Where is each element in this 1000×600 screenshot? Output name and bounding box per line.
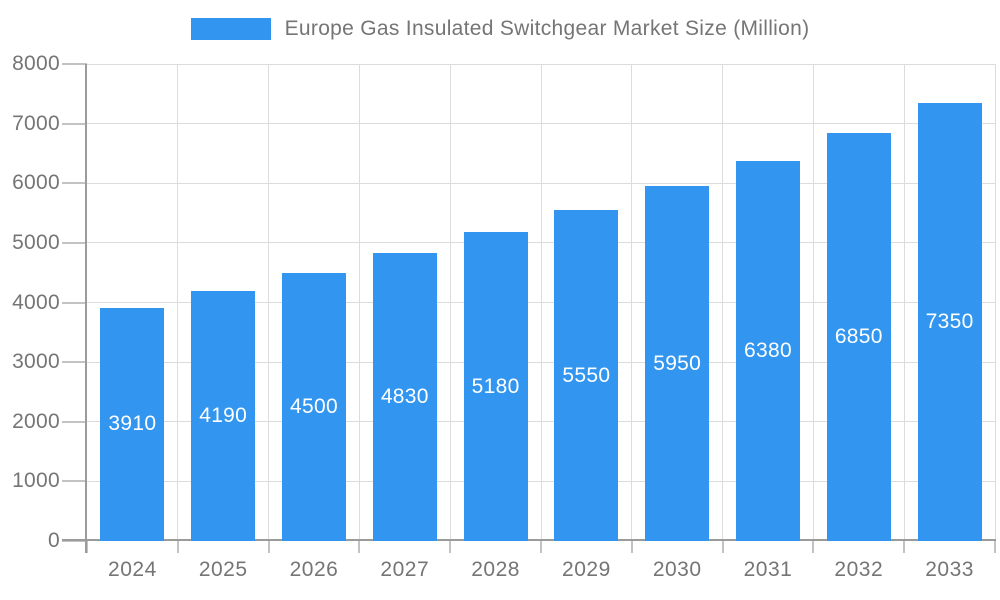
x-axis-tick: [903, 541, 906, 553]
x-tick-label: 2024: [108, 558, 157, 581]
y-axis-tick: [62, 540, 87, 542]
bar-value-label: 3910: [108, 412, 157, 436]
y-axis-tick: [62, 63, 87, 65]
x-tick-label: 2027: [380, 558, 430, 581]
legend-swatch: [190, 18, 271, 40]
x-axis-tick: [86, 541, 88, 553]
x-tick-label: 2033: [925, 558, 974, 581]
v-gridline: [540, 64, 542, 541]
x-axis-tick: [630, 541, 633, 553]
bar[interactable]: 5550: [554, 210, 619, 541]
y-axis-tick: [62, 122, 87, 125]
y-axis-line: [85, 64, 87, 553]
y-axis-tick: [62, 420, 87, 423]
v-gridline: [903, 64, 905, 541]
x-axis-tick: [449, 541, 452, 553]
x-tick-label: 2026: [289, 558, 339, 581]
bar-value-label: 5950: [653, 351, 702, 375]
y-axis-tick: [62, 361, 87, 364]
bar[interactable]: 4190: [191, 291, 256, 541]
x-axis-tick: [176, 541, 179, 553]
y-tick-label: 3000: [12, 350, 60, 374]
bar-value-label: 4190: [199, 404, 248, 428]
x-axis-tick: [812, 541, 815, 553]
v-gridline: [177, 64, 179, 541]
y-tick-label: 7000: [12, 111, 60, 135]
y-tick-label: 8000: [12, 52, 60, 75]
bar-value-label: 5180: [471, 374, 520, 398]
x-tick-label: 2028: [471, 558, 520, 581]
y-axis-tick: [62, 301, 87, 304]
bar[interactable]: 7350: [917, 102, 982, 541]
y-axis-tick: [62, 241, 87, 244]
bar-value-label: 6850: [834, 324, 883, 348]
x-tick-label: 2025: [198, 558, 248, 581]
bar-value-label: 7350: [925, 309, 974, 333]
x-tick-label: 2030: [652, 558, 702, 581]
x-tick-label: 2029: [562, 558, 611, 581]
bar-value-label: 4830: [380, 384, 429, 408]
v-gridline: [358, 64, 360, 541]
x-axis-tick: [267, 541, 270, 553]
y-tick-label: 1000: [12, 469, 60, 493]
y-tick-label: 5000: [12, 230, 60, 254]
x-tick-label: 2032: [834, 558, 884, 581]
y-axis-tick: [62, 182, 87, 185]
bar[interactable]: 6850: [826, 132, 891, 541]
v-gridline: [631, 64, 633, 541]
v-gridline: [722, 64, 724, 541]
v-gridline: [812, 64, 814, 541]
v-gridline: [268, 64, 270, 541]
bar[interactable]: 3910: [100, 307, 165, 541]
y-tick-label: 6000: [12, 171, 60, 195]
y-axis-tick: [62, 480, 87, 483]
v-gridline: [994, 64, 996, 541]
bar[interactable]: 4830: [372, 253, 437, 541]
x-tick-label: 2031: [743, 558, 793, 581]
y-tick-label: 0: [48, 529, 60, 552]
x-axis-tick: [358, 541, 361, 553]
bar-value-label: 6380: [744, 338, 792, 362]
x-axis-tick: [721, 541, 724, 553]
bar-value-label: 5550: [562, 363, 611, 387]
x-axis-line: [62, 539, 996, 541]
bar[interactable]: 6380: [736, 160, 800, 541]
v-gridline: [449, 64, 451, 541]
legend-label: Europe Gas Insulated Switchgear Market S…: [284, 17, 810, 40]
x-axis-tick: [994, 541, 996, 553]
bar[interactable]: 5950: [645, 186, 710, 541]
bar[interactable]: 5180: [463, 232, 528, 541]
bar[interactable]: 4500: [282, 272, 346, 541]
y-tick-label: 4000: [12, 290, 60, 314]
y-tick-label: 2000: [12, 409, 60, 433]
legend[interactable]: Europe Gas Insulated Switchgear Market S…: [0, 17, 1000, 41]
bar-value-label: 4500: [290, 394, 338, 418]
x-axis-tick: [540, 541, 542, 553]
